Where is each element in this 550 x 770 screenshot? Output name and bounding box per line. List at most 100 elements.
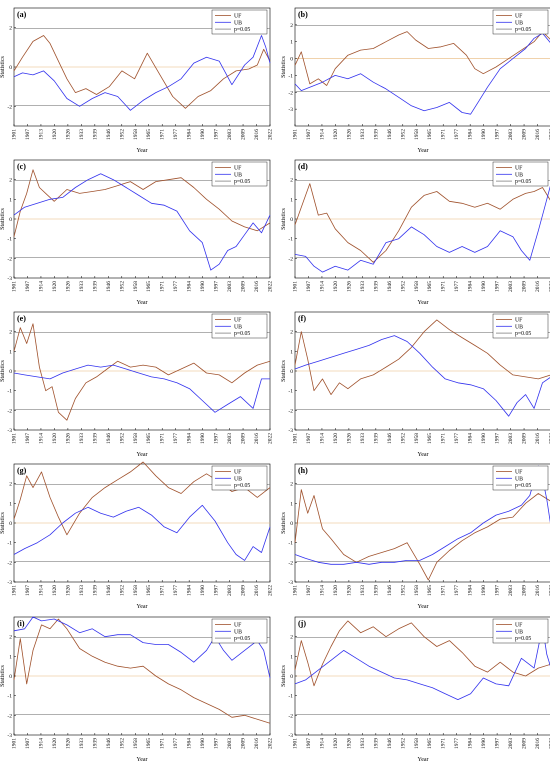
series-line-ub [13,616,271,679]
legend-label: UF [515,470,523,476]
y-tick-label: 2 [9,178,12,184]
x-tick-label: 1914 [319,585,325,596]
x-tick-label: 2003 [227,281,233,292]
x-tick-label: 1984 [187,129,193,140]
x-tick-label: 1977 [173,281,179,292]
x-tick-label: 1997 [214,738,220,749]
y-tick-label: 2 [290,482,293,488]
chart-panel-3: (c) -3 -2 -1 0 1 2 1901 1907 1914 1920 1926 1933 1939… [0,159,274,306]
panel-label: (a) [17,10,27,19]
series-line-ub [294,185,550,273]
y-tick-label: 0 [290,521,293,527]
y-tick-label: 0 [290,57,293,63]
x-tick-label: 1920 [52,433,58,444]
y-tick-label: 2 [290,23,293,29]
x-tick-label: 1939 [92,585,98,596]
y-tick-label: 1 [9,349,12,355]
panel-label: (f) [298,314,306,323]
y-tick-label: -3 [7,276,12,282]
x-tick-label: 1952 [119,433,125,444]
x-tick-label: 1984 [468,585,474,596]
x-axis-title: Year [417,757,428,763]
y-tick-label: 2 [290,330,293,336]
chart-panel-8: (h) -3 -2 -1 0 1 2 1901 1907 1914 1920 1926 1933 1939… [281,463,550,610]
y-tick-label: 2 [9,635,12,641]
x-tick-label: 1990 [200,281,206,292]
legend-label: p=0.05 [515,331,531,337]
x-tick-label: 2009 [522,585,528,596]
x-tick-label: 1958 [133,433,139,444]
x-tick-label: 1920 [333,738,339,749]
x-tick-label: 1946 [387,585,393,596]
x-tick-label: 2016 [254,129,260,140]
series-line-ub [13,364,270,413]
x-tick-label: 1946 [106,433,112,444]
x-tick-label: 1946 [106,585,112,596]
y-axis-title: Statistics [281,665,287,687]
x-tick-label: 2003 [508,281,514,292]
x-tick-label: 1946 [387,433,393,444]
x-tick-label: 1997 [214,585,220,596]
x-tick-label: 1946 [387,129,393,140]
y-axis-title: Statistics [0,665,6,687]
panel-label: (i) [17,619,25,628]
x-tick-label: 1990 [481,585,487,596]
x-tick-label: 1965 [427,585,433,596]
x-tick-label: 1952 [119,129,125,140]
x-tick-label: 1926 [65,585,71,596]
x-tick-label: 1990 [481,281,487,292]
x-tick-label: 2009 [522,129,528,140]
y-tick-label: -2 [7,408,12,414]
x-tick-label: 1933 [360,281,366,292]
x-tick-label: 1939 [373,129,379,140]
x-tick-label: 2022 [268,585,274,596]
x-tick-label: 1901 [12,585,18,596]
legend-label: UB [234,20,242,26]
y-tick-label: 2 [9,330,12,336]
legend-label: UF [515,318,523,324]
x-tick-label: 1965 [146,433,152,444]
x-tick-label: 1926 [65,433,71,444]
y-axis-title: Statistics [281,208,287,230]
x-tick-label: 2003 [508,129,514,140]
x-tick-label: 1907 [25,585,31,596]
x-axis-title: Year [417,452,428,458]
x-tick-label: 1971 [441,129,447,140]
x-tick-label: 1965 [146,738,152,749]
x-tick-label: 1926 [65,281,71,292]
y-tick-label: 1 [290,40,293,46]
x-tick-label: 1933 [79,738,85,749]
x-tick-label: 1997 [495,738,501,749]
x-tick-label: 1901 [293,738,299,749]
y-tick-label: -2 [7,256,12,262]
x-tick-label: 2009 [522,281,528,292]
x-tick-label: 1997 [495,433,501,444]
series-line-uf [294,489,550,581]
y-tick-label: 1 [290,349,293,355]
x-axis-title: Year [417,300,428,306]
x-tick-label: 1914 [38,281,44,292]
y-tick-label: -1 [7,389,12,395]
x-tick-label: 1914 [319,738,325,749]
x-tick-label: 1971 [160,281,166,292]
y-tick-label: -2 [288,713,293,719]
series-line-uf [13,169,271,237]
x-tick-label: 2009 [241,433,247,444]
x-tick-label: 1920 [52,585,58,596]
x-tick-label: 1920 [333,433,339,444]
x-tick-label: 1920 [333,281,339,292]
x-tick-label: 1926 [65,129,71,140]
x-tick-label: 2022 [549,281,550,292]
y-tick-label: 0 [9,217,12,223]
x-tick-label: 1965 [146,281,152,292]
x-tick-label: 1939 [373,281,379,292]
legend-label: p=0.05 [515,483,531,489]
x-tick-label: 2003 [508,433,514,444]
y-tick-label: 2 [9,482,12,488]
series-line-ub [294,32,550,115]
chart-panel-10: (j) -3 -2 -1 0 1 2 1901 1907 1914 1920 1926 1933 1939… [281,616,550,763]
panel-label: (b) [298,10,308,19]
x-tick-label: 1990 [481,129,487,140]
